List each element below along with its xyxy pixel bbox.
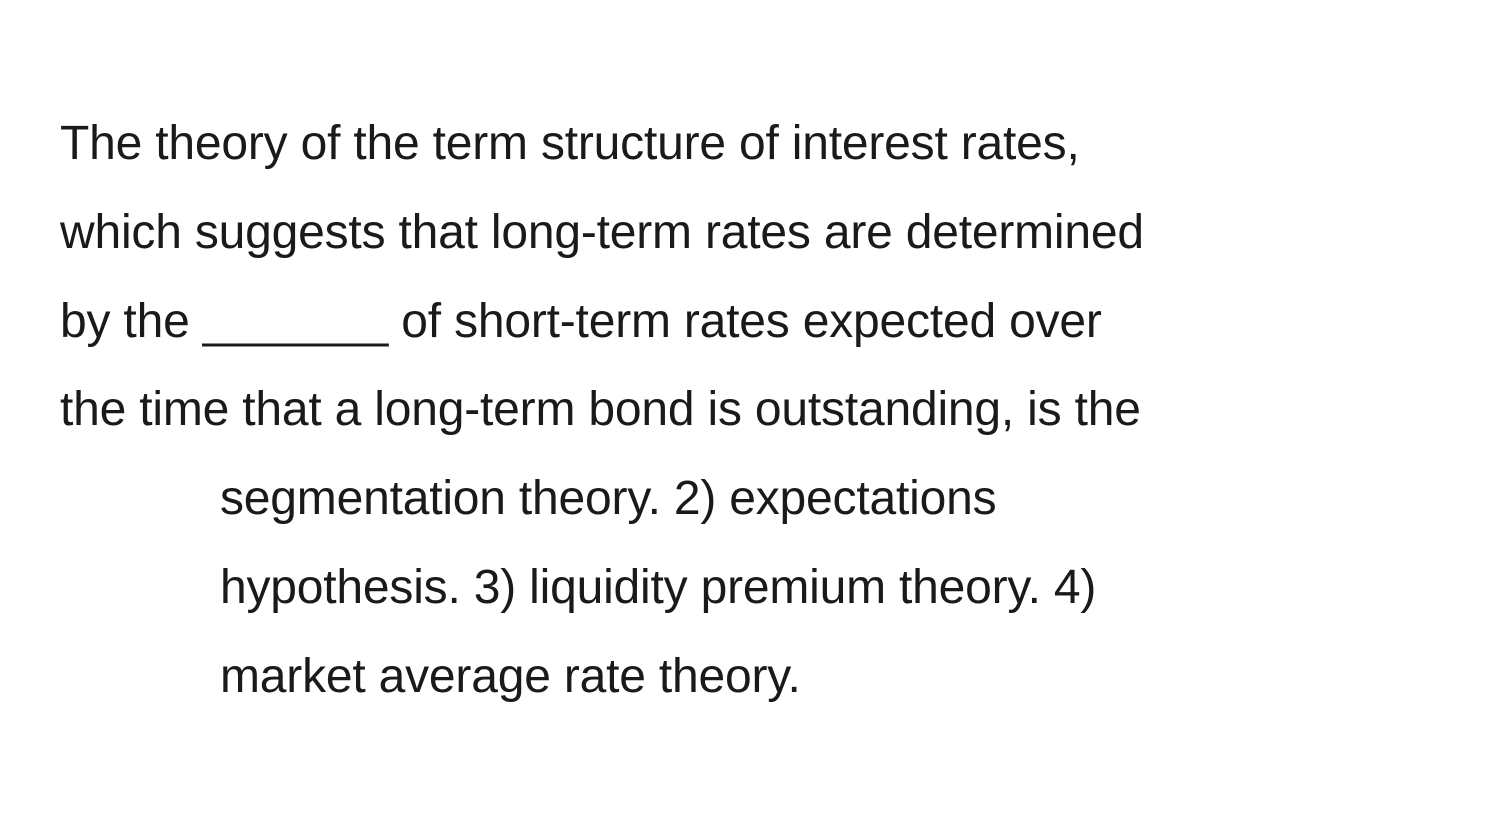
question-options-line-1: segmentation theory. 2) expectations [60,455,1440,544]
question-block: The theory of the term structure of inte… [60,100,1440,722]
question-stem-line-1: The theory of the term structure of inte… [60,100,1440,189]
question-container: The theory of the term structure of inte… [0,0,1500,832]
question-stem-line-4: the time that a long-term bond is outsta… [60,366,1440,455]
question-options-line-3: market average rate theory. [60,633,1440,722]
question-options-line-2: hypothesis. 3) liquidity premium theory.… [60,544,1440,633]
question-stem-line-3: by the _______ of short-term rates expec… [60,278,1440,367]
question-stem-line-2: which suggests that long-term rates are … [60,189,1440,278]
